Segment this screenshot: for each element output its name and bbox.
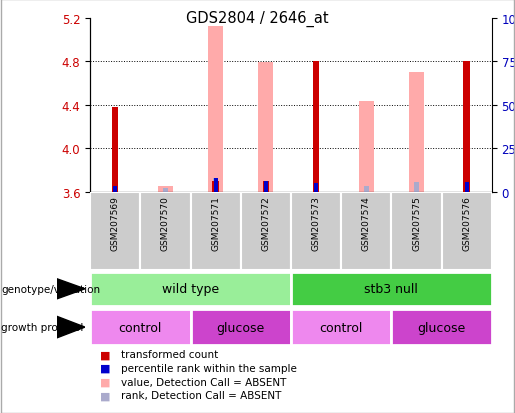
Bar [409,73,424,192]
Bar [341,192,391,271]
Bar [263,181,268,192]
Text: genotype/variation: genotype/variation [1,284,100,294]
Bar [113,186,117,192]
Text: ■: ■ [100,377,111,387]
Text: glucose: glucose [217,321,265,334]
Text: glucose: glucose [418,321,466,334]
Bar [291,273,492,306]
Bar [464,62,470,192]
Bar [313,62,319,192]
Bar [259,63,273,192]
Bar [214,179,218,192]
Bar [112,107,118,192]
Text: ■: ■ [100,349,111,359]
Text: GSM207570: GSM207570 [161,196,170,251]
Bar [291,310,391,345]
Bar [208,27,223,192]
Bar [158,187,173,192]
Text: growth protocol: growth protocol [1,322,83,332]
Bar [191,310,291,345]
Text: GSM207575: GSM207575 [412,196,421,251]
Text: percentile rank within the sample: percentile rank within the sample [121,363,297,373]
Text: stb3 null: stb3 null [365,282,418,296]
Text: control: control [118,321,162,334]
Text: GSM207569: GSM207569 [111,196,119,251]
Bar [213,179,218,192]
Text: ■: ■ [100,363,111,373]
Bar [414,183,419,192]
Bar [391,310,492,345]
Bar [291,192,341,271]
Bar [241,192,291,271]
Text: rank, Detection Call = ABSENT: rank, Detection Call = ABSENT [121,390,281,400]
Bar [163,188,168,192]
Text: GDS2804 / 2646_at: GDS2804 / 2646_at [186,10,329,26]
Bar [465,182,469,192]
Bar [90,273,291,306]
Text: GSM207572: GSM207572 [262,196,270,251]
Bar [90,310,191,345]
Bar [314,184,318,192]
Text: value, Detection Call = ABSENT: value, Detection Call = ABSENT [121,377,286,387]
Text: GSM207576: GSM207576 [462,196,471,251]
Text: control: control [319,321,363,334]
Text: GSM207574: GSM207574 [362,196,371,251]
Text: GSM207573: GSM207573 [312,196,320,251]
Text: wild type: wild type [162,282,219,296]
Bar [90,192,140,271]
Text: GSM207571: GSM207571 [211,196,220,251]
Bar [391,192,442,271]
Bar [364,186,369,192]
Polygon shape [57,279,85,299]
Bar [140,192,191,271]
Bar [212,181,219,192]
Bar [442,192,492,271]
Polygon shape [57,316,85,338]
Bar [264,181,268,192]
Text: ■: ■ [100,390,111,400]
Text: transformed count: transformed count [121,349,218,359]
Bar [263,181,269,192]
Bar [359,102,374,192]
Bar [191,192,241,271]
